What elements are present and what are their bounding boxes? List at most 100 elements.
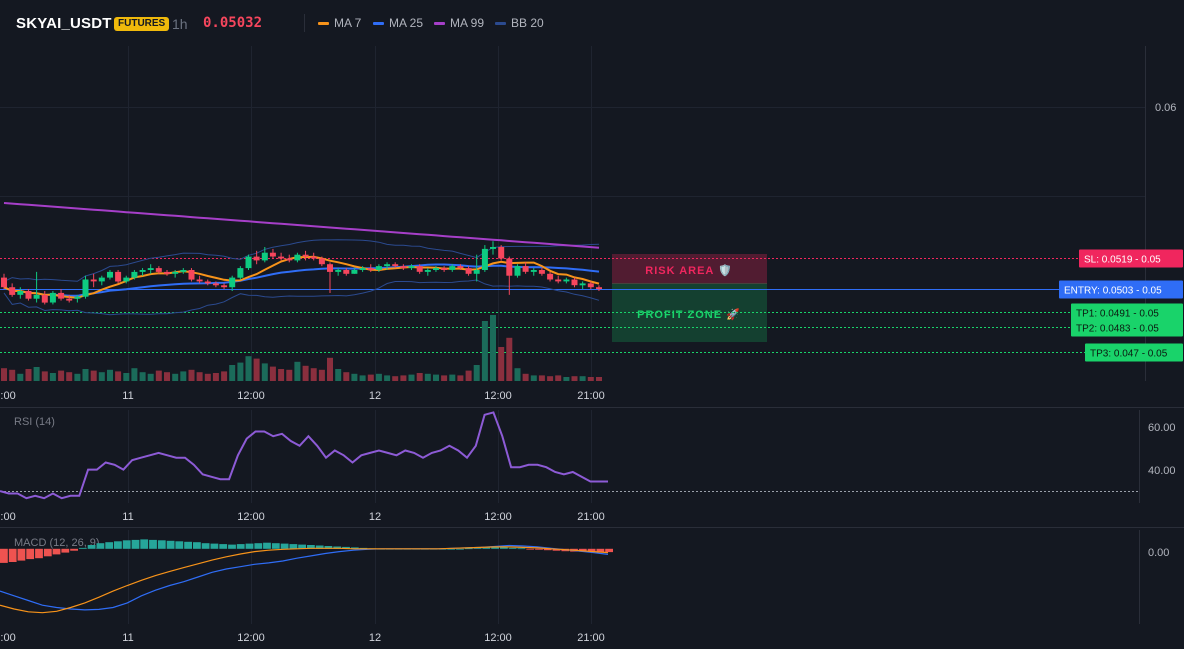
volume-bar — [17, 373, 24, 381]
candle-body — [416, 266, 423, 272]
rsi-line — [0, 411, 608, 500]
candle-body — [82, 279, 89, 297]
rsi-label: RSI (14) — [14, 416, 55, 428]
macd-hist-bar — [131, 539, 140, 549]
macd-hist-bar — [543, 548, 552, 551]
macd-hist-bar — [508, 547, 517, 549]
volume-bar — [424, 373, 431, 381]
candle-body — [155, 268, 162, 272]
candle-body — [433, 268, 439, 270]
macd-hist-bar — [184, 541, 192, 549]
candle-body — [530, 270, 537, 272]
macd-hist-bar — [43, 548, 52, 557]
volume-bar — [465, 370, 472, 381]
macd-hist-bar — [271, 543, 280, 549]
volume-bar — [351, 373, 358, 381]
macd-hist-bar — [315, 545, 324, 549]
macd-hist-bar — [166, 540, 175, 549]
futures-badge: FUTURES — [114, 17, 170, 31]
legend-ma99-label: MA 99 — [450, 16, 485, 30]
candle-body — [310, 256, 317, 259]
candle-body — [375, 266, 382, 270]
macd-hist-bar — [61, 548, 70, 553]
macd-label: MACD (12, 26, 9) — [14, 537, 100, 549]
legend-ma7-label: MA 7 — [334, 16, 362, 30]
legend-bb20[interactable]: BB 20 — [495, 16, 544, 30]
candle-body — [384, 264, 391, 267]
macd-hist-bar — [280, 543, 289, 549]
macd-hist-bar — [105, 542, 114, 549]
volume-bar — [245, 356, 252, 381]
level-tag-entry — [1059, 280, 1183, 299]
ma99-swatch — [434, 21, 445, 25]
ma99-line — [3, 202, 600, 249]
symbol-title[interactable]: SKYAI_USDT — [16, 15, 112, 32]
volume-bar — [384, 375, 391, 381]
candle-body — [25, 291, 32, 299]
volume-bar — [359, 375, 366, 381]
time-label: 2:00 — [0, 511, 16, 523]
candle-body — [17, 291, 24, 295]
bb-lower — [3, 279, 600, 316]
volume-bar — [147, 373, 154, 381]
macd-hist-bar — [122, 540, 131, 549]
macd-hist-bar — [552, 548, 561, 551]
time-label: 21:00 — [577, 632, 605, 644]
macd-hist-bar — [289, 544, 298, 549]
volume-bar — [278, 369, 285, 381]
macd-hist-bar — [26, 548, 35, 560]
macd-hist-bar — [263, 542, 271, 549]
candle-body — [408, 266, 415, 268]
volume-bar — [302, 365, 309, 381]
macd-hist-bar — [578, 548, 587, 552]
volume-bar — [433, 374, 439, 381]
volume-bar — [473, 365, 480, 381]
volume-bars — [1, 315, 602, 381]
volume-bar — [164, 372, 170, 381]
macd-hist-bar — [140, 539, 149, 549]
candle-body — [327, 264, 333, 272]
volume-bar — [416, 373, 423, 381]
volume-bar — [506, 337, 513, 381]
candle-body — [538, 270, 545, 274]
macd-hist-bar — [228, 544, 236, 549]
bb-upper — [3, 239, 600, 282]
volume-bar — [33, 367, 40, 381]
candle-body — [74, 296, 81, 299]
level-text-tp2: TP2: 0.0483 - 0.05 — [1076, 324, 1159, 335]
candle-body — [188, 270, 195, 280]
volume-bar — [335, 369, 342, 381]
candle-body — [164, 271, 170, 274]
macd-hist-bar — [587, 548, 596, 552]
legend-ma25[interactable]: MA 25 — [373, 16, 423, 30]
time-label: 21:00 — [577, 390, 605, 402]
level-text-tp3: TP3: 0.047 - 0.05 — [1090, 349, 1168, 360]
volume-bar — [155, 370, 162, 381]
candle-body — [115, 271, 122, 282]
ma25-line — [3, 263, 600, 297]
candle-body — [571, 279, 578, 286]
macd-hist-bar — [535, 548, 543, 550]
legend-ma7[interactable]: MA 7 — [318, 16, 361, 30]
macd-hist-bar — [52, 548, 61, 555]
macd-hist-bar — [70, 548, 78, 551]
timeframe-label[interactable]: 1h — [172, 16, 188, 32]
macd-hist-bar — [596, 548, 605, 553]
volume-bar — [1, 368, 7, 381]
volume-bar — [269, 366, 276, 381]
candle-body — [49, 292, 56, 303]
volume-bar — [82, 369, 89, 381]
volume-bar — [596, 377, 602, 381]
volume-bar — [9, 369, 16, 381]
level-tag-tp1 — [1071, 303, 1183, 322]
time-label: 12:00 — [484, 511, 512, 523]
candle-body — [253, 256, 260, 261]
volume-bar — [392, 376, 399, 381]
bb20-swatch — [495, 21, 506, 25]
candle-body — [506, 258, 513, 276]
candle-body — [473, 270, 480, 274]
legend-ma99[interactable]: MA 99 — [434, 16, 484, 30]
candle-body — [66, 298, 73, 301]
candle-body — [107, 271, 113, 278]
